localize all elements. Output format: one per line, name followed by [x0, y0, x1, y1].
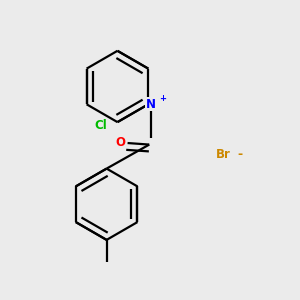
Text: O: O — [116, 136, 125, 149]
Text: Br: Br — [215, 148, 230, 161]
Text: +: + — [159, 94, 166, 103]
Text: Cl: Cl — [94, 119, 107, 132]
Text: -: - — [237, 148, 242, 161]
Text: N: N — [146, 98, 156, 111]
